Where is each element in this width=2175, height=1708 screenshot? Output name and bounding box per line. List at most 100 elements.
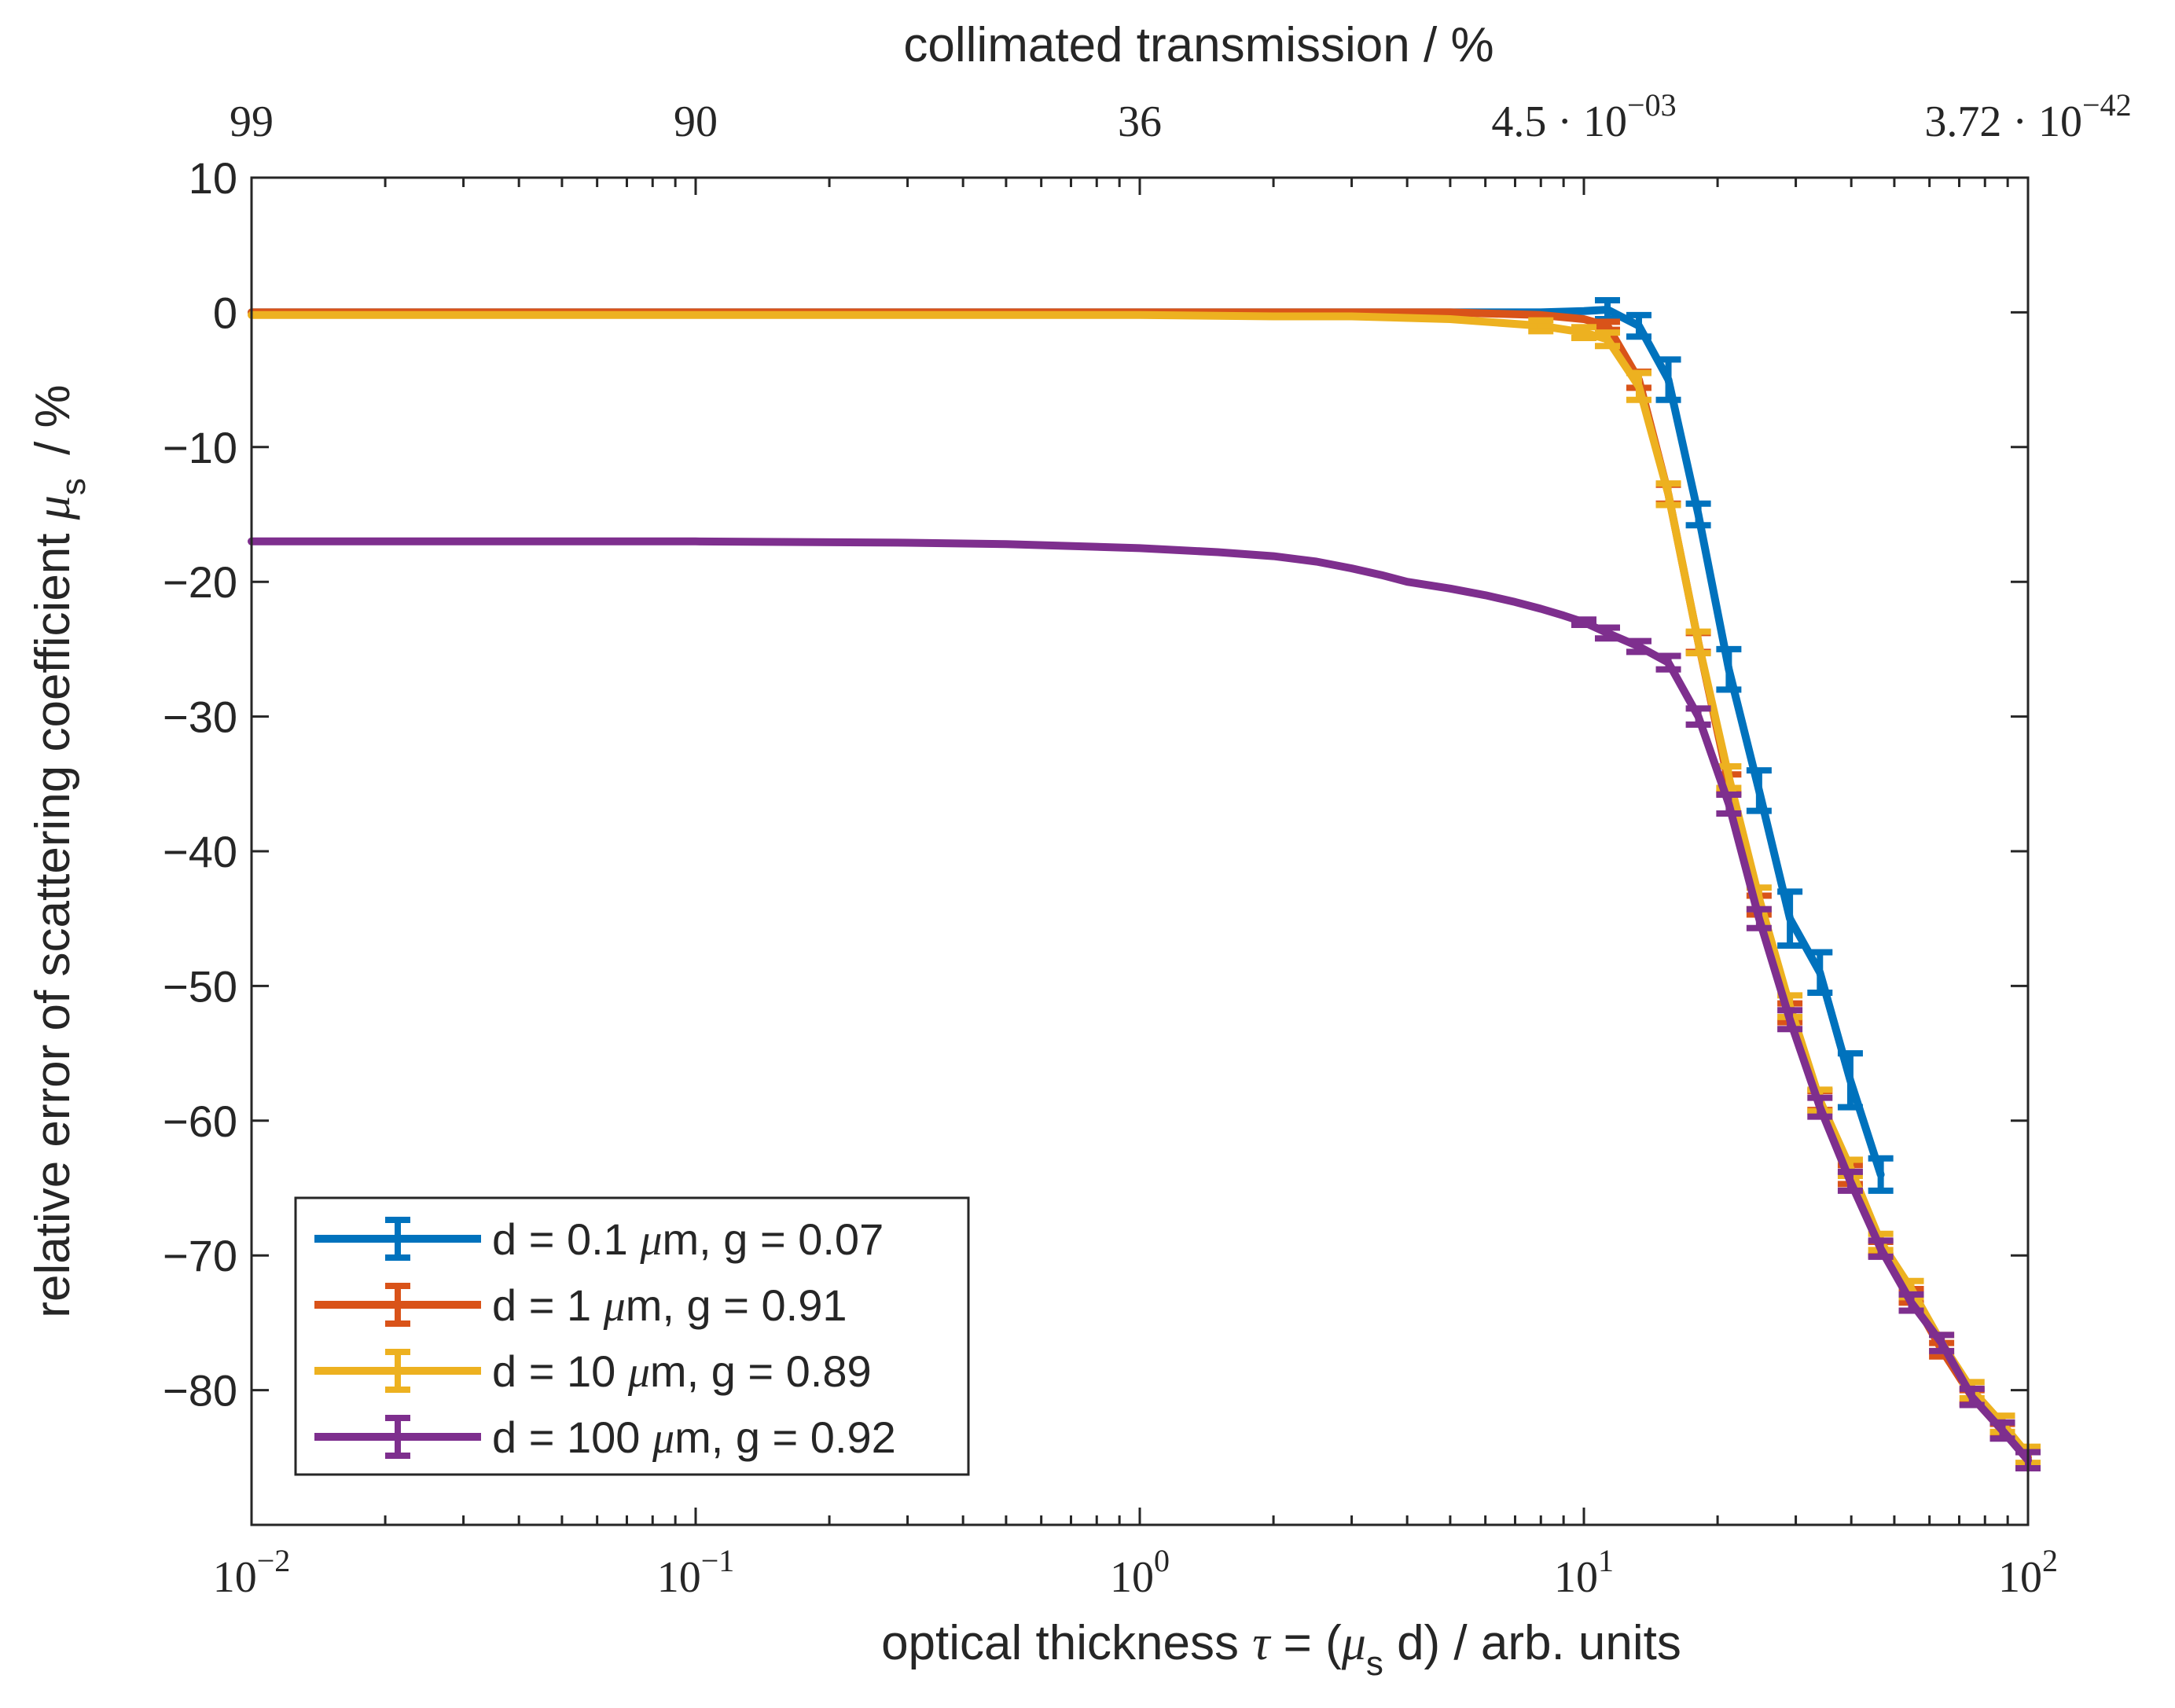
error-bar [1807, 949, 1833, 996]
legend-label-pre: d = 100 [492, 1412, 652, 1462]
y-tick-label: −50 [163, 961, 237, 1011]
legend: d = 0.1 μm, g = 0.07d = 1 μm, g = 0.91d … [294, 1196, 970, 1476]
x-tick-label-base: 10 [657, 1553, 701, 1602]
legend-label: d = 10 μm, g = 0.89 [492, 1346, 872, 1397]
error-bar [1716, 645, 1742, 693]
top-axis-label: collimated transmission / % [903, 18, 1493, 72]
error-bar [1685, 705, 1711, 728]
y-axis-label-sub: s [54, 478, 93, 495]
top-tick-label-mantissa: 4.5 · 10 [1491, 97, 1627, 146]
error-bar [1655, 356, 1681, 403]
top-tick-label-mantissa: 36 [1118, 97, 1162, 146]
x-tick-label-base: 10 [1998, 1553, 2042, 1602]
top-tick-label: 90 [674, 97, 718, 146]
legend-label-mu: μ [603, 1282, 626, 1331]
legend-label-mu: μ [639, 1216, 662, 1265]
error-bar [1868, 1237, 1894, 1260]
legend-label: d = 0.1 μm, g = 0.07 [492, 1214, 884, 1265]
x-tick-label: 102 [1998, 1543, 2058, 1602]
error-bar [1685, 628, 1711, 657]
error-bar [1594, 329, 1620, 350]
error-bar [1868, 1155, 1894, 1194]
legend-label-mu: μ [627, 1348, 650, 1397]
top-tick-label-mantissa: 90 [674, 97, 718, 146]
legend-label: d = 1 μm, g = 0.91 [492, 1280, 847, 1331]
x-tick-label-exponent: 1 [1598, 1543, 1614, 1578]
error-bar [1716, 792, 1742, 817]
legend-label-post: m, g = 0.89 [650, 1346, 872, 1396]
legend-entry: d = 0.1 μm, g = 0.07 [314, 1214, 884, 1265]
y-tick-label: 10 [189, 153, 237, 203]
error-bar [1571, 616, 1596, 629]
y-axis-label: relative error of scattering coefficient… [26, 384, 93, 1317]
y-tick-label: −40 [163, 827, 237, 876]
x-tick-label-exponent: −1 [701, 1543, 735, 1578]
y-tick-label: −70 [163, 1231, 237, 1280]
legend-label: d = 100 μm, g = 0.92 [492, 1412, 896, 1463]
x-tick-label-exponent: 0 [1154, 1543, 1170, 1578]
y-axis-label-prefix: relative error of scattering coefficient [26, 520, 80, 1317]
top-tick-label-exponent: −42 [2082, 87, 2132, 123]
x-axis-label-mu: μ [1341, 1617, 1366, 1670]
top-tick-label: 4.5 · 10−03 [1491, 87, 1676, 146]
error-bar [1528, 317, 1554, 335]
x-axis-label-sub: s [1366, 1644, 1383, 1683]
x-tick-label: 101 [1554, 1543, 1614, 1602]
x-tick-label-base: 10 [1110, 1553, 1154, 1602]
error-bar [1929, 1332, 1955, 1354]
x-tick-label-exponent: 2 [2042, 1543, 2058, 1578]
plot-area-frame [250, 176, 2030, 1526]
legend-label-post: m, g = 0.07 [662, 1214, 884, 1264]
top-tick-label-mantissa: 3.72 · 10 [1924, 97, 2082, 146]
x-axis-label-suffix: d) / arb. units [1383, 1616, 1681, 1670]
x-tick-label-exponent: −2 [257, 1543, 291, 1578]
x-tick-label: 10−2 [213, 1543, 291, 1602]
series-line [248, 537, 2032, 1464]
error-bar [1777, 888, 1803, 949]
y-tick-label: −20 [163, 557, 237, 607]
error-bar [1655, 480, 1681, 509]
x-axis-label-prefix: optical thickness [881, 1616, 1252, 1670]
series-layer [248, 296, 2041, 1472]
legend-label-pre: d = 0.1 [492, 1214, 640, 1264]
top-tick-label-mantissa: 99 [230, 97, 274, 146]
legend-label-mu: μ [652, 1414, 674, 1463]
error-bar [1746, 905, 1772, 931]
x-tick-label-base: 10 [213, 1553, 257, 1602]
legend-label-post: m, g = 0.92 [674, 1412, 896, 1462]
y-tick-label: −60 [163, 1096, 237, 1146]
legend-entry: d = 100 μm, g = 0.92 [314, 1412, 896, 1463]
y-tick-label: −10 [163, 423, 237, 472]
x-axis-label-tau: τ [1252, 1617, 1272, 1670]
x-tick-label: 100 [1110, 1543, 1170, 1602]
x-tick-label-base: 10 [1554, 1553, 1598, 1602]
y-tick-label: 0 [213, 288, 237, 337]
legend-label-post: m, g = 0.91 [626, 1280, 847, 1330]
error-bar [1777, 1007, 1803, 1033]
error-bar [1898, 1291, 1924, 1314]
error-bar [1626, 311, 1651, 340]
error-bar [1626, 369, 1651, 403]
error-bar [1594, 624, 1620, 642]
x-tick-label: 10−1 [657, 1543, 735, 1602]
error-bar [1685, 500, 1711, 529]
error-bar [1571, 324, 1596, 341]
x-axis-label-eq: = ( [1269, 1616, 1342, 1670]
error-bar [1746, 767, 1772, 814]
error-bar [1807, 1094, 1833, 1120]
error-bar [1959, 1385, 1985, 1409]
error-bar [1989, 1419, 2015, 1442]
top-tick-label: 3.72 · 10−42 [1924, 87, 2131, 146]
y-tick-label: −30 [163, 692, 237, 742]
error-bar [1837, 1168, 1863, 1194]
y-axis-label-suffix: / % [26, 384, 80, 468]
y-tick-label: −80 [163, 1366, 237, 1416]
error-bar [1655, 652, 1681, 673]
top-tick-label: 99 [230, 97, 274, 146]
top-tick-label-exponent: −03 [1627, 87, 1677, 123]
legend-label-pre: d = 1 [492, 1280, 604, 1330]
y-axis-label-mu: μ [27, 495, 80, 520]
legend-entry: d = 10 μm, g = 0.89 [314, 1346, 872, 1397]
